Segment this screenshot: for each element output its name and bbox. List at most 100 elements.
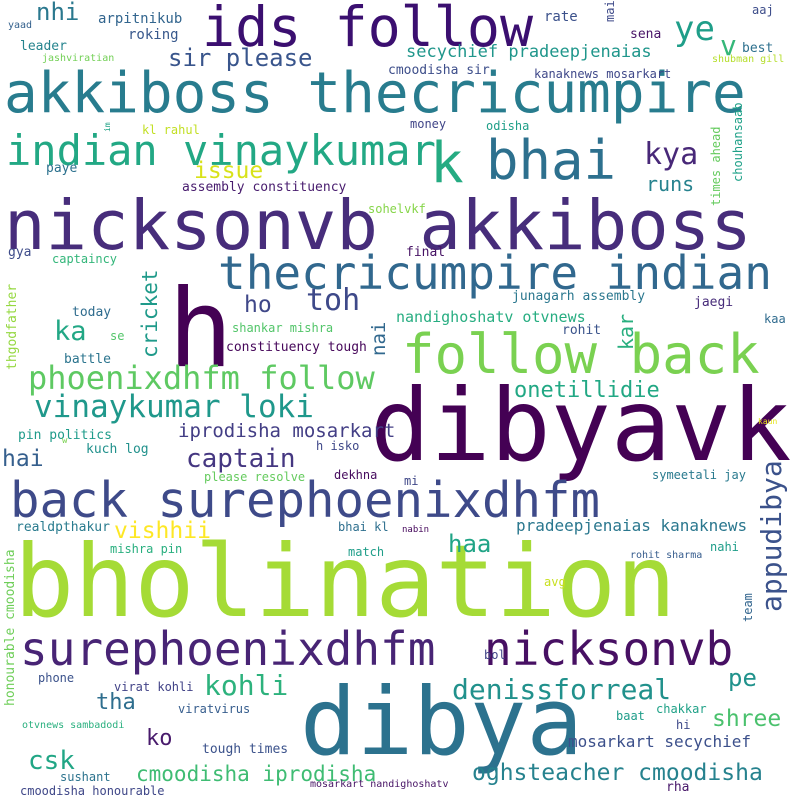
word: kl rahul	[142, 123, 200, 137]
word: paye	[46, 161, 78, 176]
word: mishra pin	[110, 542, 183, 556]
word: kya	[644, 137, 699, 172]
word-vertical: mai	[603, 0, 617, 22]
word: follow back	[402, 323, 760, 386]
word: cmoodisha sir	[388, 63, 490, 78]
word: battle	[64, 352, 111, 367]
word: today	[72, 305, 112, 320]
word: runs	[646, 172, 695, 196]
word: v	[720, 29, 737, 62]
word: pin politics	[18, 428, 112, 443]
word: iprodisha mosarkart	[178, 420, 396, 442]
word: ho	[244, 292, 272, 318]
word: pradeepjenaias kanaknews	[516, 516, 748, 535]
word: odisha	[486, 119, 530, 133]
word: shubman gill	[712, 54, 785, 65]
word: mi	[404, 474, 419, 488]
word-vertical: im	[103, 122, 112, 132]
word: money	[410, 117, 447, 131]
word: dekhna	[334, 468, 378, 482]
word: bol	[484, 648, 506, 662]
word: bholination	[14, 523, 677, 640]
word: cmoodisha honourable	[20, 784, 165, 798]
word: thecricumpire indian	[218, 246, 772, 300]
word: tha	[96, 690, 136, 715]
word-vertical: honourable cmoodisha	[3, 549, 18, 706]
word: shree	[712, 706, 782, 732]
word: w	[62, 436, 68, 446]
word: hi	[676, 718, 691, 732]
word: dibyavk	[370, 367, 792, 484]
word: sena	[630, 27, 662, 42]
word: arpitnikub	[98, 11, 183, 27]
word: constituency tough	[226, 340, 367, 355]
word: nabin	[402, 525, 430, 535]
word: nicksonvb akkiboss	[4, 186, 752, 266]
word: best	[742, 41, 774, 56]
word: pe	[728, 664, 757, 692]
word: bhai	[486, 129, 617, 192]
word: secychief pradeepjenaias	[406, 42, 652, 62]
word: back surephoenixdhfm	[10, 472, 601, 529]
word: final	[406, 245, 446, 260]
word: shankar mishra	[232, 321, 334, 335]
word: ko	[146, 726, 173, 751]
word: indian vinaykumar	[6, 126, 436, 175]
word: otvnews sambadodi	[22, 720, 125, 731]
word: h	[168, 267, 234, 392]
word: nahi	[710, 540, 739, 554]
word: mosarkart secychief	[568, 732, 752, 751]
word: assembly constituency	[182, 180, 347, 195]
word-vertical: times ahead	[709, 126, 723, 206]
word: viratvirus	[178, 702, 251, 716]
word: haa	[448, 530, 492, 558]
word: jaegi	[694, 295, 734, 310]
word: phoenixdhfm follow	[28, 359, 375, 397]
word: captaincy	[52, 252, 118, 266]
word: onetillidie	[514, 378, 660, 403]
word: rate	[544, 9, 578, 25]
word: vinaykumar loki	[34, 389, 314, 425]
word: dibya	[300, 668, 583, 777]
word-vertical: appudibya	[755, 460, 788, 612]
word: realdpthakur	[16, 520, 110, 535]
word: aaj	[752, 3, 774, 17]
word: csk	[28, 746, 75, 776]
word-vertical: thgodfather	[5, 283, 20, 370]
word: ka	[54, 316, 87, 347]
word: yaad	[8, 20, 33, 31]
word: mosarkart nandighoshatv	[310, 779, 449, 790]
word: ids follow	[202, 0, 534, 59]
word-vertical: chouhansaab	[731, 102, 745, 182]
word: symeetali jay	[652, 468, 746, 482]
word: rohit sharma	[630, 550, 703, 561]
word: vishhii	[114, 518, 211, 544]
word: nicksonvb	[484, 622, 734, 676]
word: hai	[2, 446, 44, 472]
word: rha	[666, 780, 690, 795]
word: se	[110, 329, 125, 343]
word: kohli	[204, 669, 289, 702]
word: jashviratian	[42, 53, 115, 64]
word: phone	[38, 671, 75, 685]
word: issue	[194, 158, 264, 184]
word: chakkar	[656, 702, 707, 716]
word: sushant	[60, 770, 111, 784]
word: cmoodisha iprodisha	[136, 762, 377, 786]
word: match	[348, 545, 385, 559]
word: bhai kl	[338, 520, 389, 534]
word-vertical: cricket	[138, 269, 162, 358]
word: avg	[544, 575, 566, 589]
word: junagarh assembly	[512, 289, 646, 304]
word: h isko	[316, 439, 360, 453]
word: oghsteacher cmoodisha	[472, 760, 763, 786]
word: k	[430, 131, 464, 196]
word: akkiboss thecricumpire	[4, 61, 746, 126]
word: rohit	[562, 323, 602, 338]
word: toh	[306, 283, 361, 318]
word: kaa	[764, 312, 786, 326]
word: gya	[8, 245, 32, 260]
word: nandighoshatv otvnews	[396, 308, 586, 326]
word: denissforreal	[452, 673, 672, 706]
